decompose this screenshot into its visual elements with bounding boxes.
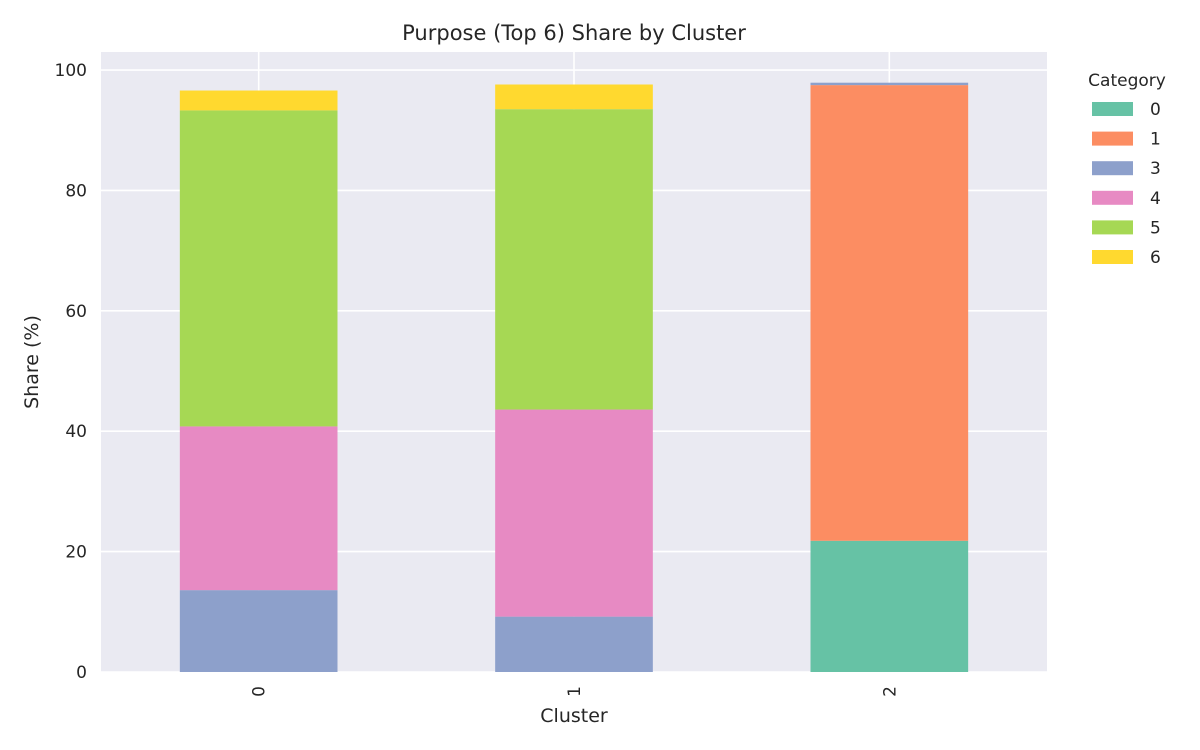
y-tick-label: 60 <box>65 302 87 322</box>
bars <box>179 82 969 672</box>
bar-segment-cluster-2-category-0 <box>810 540 969 672</box>
x-tick-label: 1 <box>565 686 585 697</box>
y-axis-ticks: 0 20 40 60 80 100 <box>55 61 87 683</box>
x-axis-label: Cluster <box>540 705 608 727</box>
bar-segment-cluster-0-category-3 <box>179 590 338 672</box>
x-axis-ticks: 0 1 2 <box>250 686 901 697</box>
bar-segment-cluster-1-category-5 <box>495 109 653 410</box>
bar-segment-cluster-2-category-3 <box>810 82 969 86</box>
legend-swatch-4 <box>1092 190 1133 205</box>
bar-segment-cluster-0-category-4 <box>179 426 338 591</box>
x-tick-label: 0 <box>250 686 270 697</box>
y-tick-label: 40 <box>65 422 87 442</box>
legend: Category 0 1 3 4 5 6 <box>1088 71 1166 268</box>
x-tick-label: 2 <box>880 686 900 697</box>
legend-swatch-3 <box>1092 161 1133 176</box>
legend-label-6: 6 <box>1150 248 1161 268</box>
y-tick-label: 20 <box>65 543 87 563</box>
bar-segment-cluster-0-category-6 <box>179 90 338 111</box>
bar-segment-cluster-1-category-4 <box>495 409 653 617</box>
legend-label-4: 4 <box>1150 189 1161 209</box>
y-axis-label: Share (%) <box>21 315 43 409</box>
legend-label-3: 3 <box>1150 159 1161 179</box>
y-tick-label: 80 <box>65 181 87 201</box>
y-tick-label: 0 <box>76 663 87 683</box>
bar-segment-cluster-1-category-3 <box>495 616 653 672</box>
legend-label-5: 5 <box>1150 218 1161 238</box>
bar-segment-cluster-1-category-6 <box>495 84 653 110</box>
legend-swatch-6 <box>1092 250 1133 264</box>
legend-label-0: 0 <box>1150 100 1161 120</box>
bar-segment-cluster-2-category-1 <box>810 85 969 541</box>
chart-title: Purpose (Top 6) Share by Cluster <box>402 21 746 45</box>
legend-swatch-5 <box>1092 220 1133 235</box>
bar-segment-cluster-0-category-5 <box>179 110 338 427</box>
legend-swatch-0 <box>1092 102 1133 116</box>
legend-label-1: 1 <box>1150 130 1161 150</box>
legend-swatch-1 <box>1092 131 1133 146</box>
legend-title: Category <box>1088 71 1166 91</box>
y-tick-label: 100 <box>55 61 87 81</box>
